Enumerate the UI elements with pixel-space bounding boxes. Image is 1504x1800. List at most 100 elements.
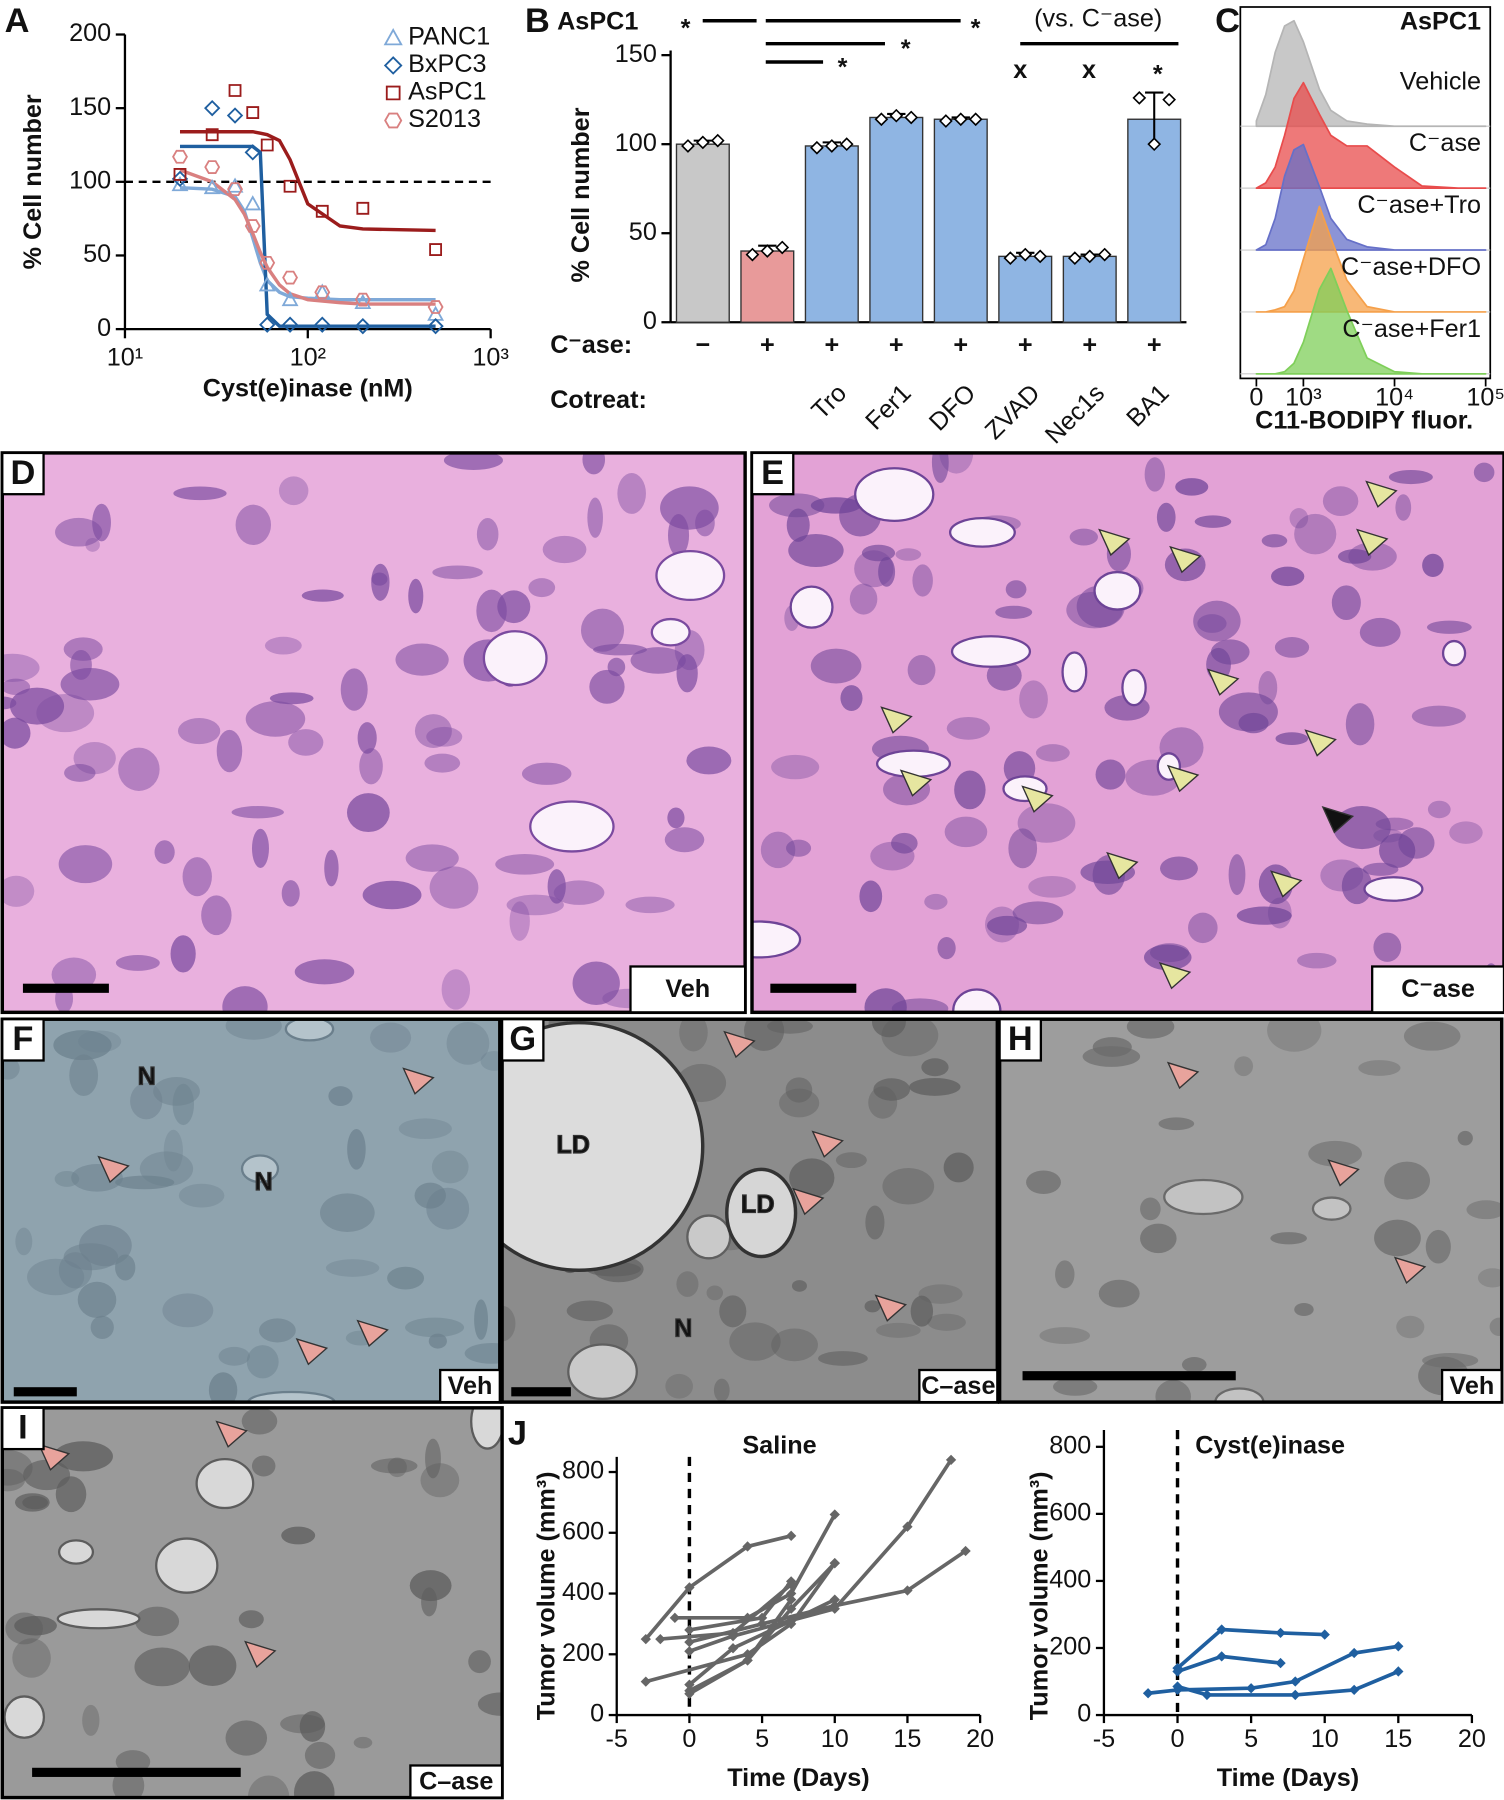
arrowhead xyxy=(97,1155,130,1184)
texture xyxy=(476,518,499,551)
data-point xyxy=(204,160,221,174)
panel-frame xyxy=(0,1406,504,1800)
texture xyxy=(1274,637,1310,658)
x-tick-label: -5 xyxy=(1093,1725,1115,1753)
texture xyxy=(1489,1317,1502,1337)
data-point xyxy=(1275,1657,1286,1669)
data-point xyxy=(354,292,371,307)
data-point xyxy=(354,293,372,310)
texture xyxy=(1188,912,1218,944)
arrowhead xyxy=(1321,806,1355,834)
texture xyxy=(163,1129,183,1172)
fit-curve xyxy=(179,144,436,328)
line xyxy=(688,1597,836,1687)
data-point xyxy=(244,219,261,233)
structure-label: N xyxy=(138,1062,156,1090)
texture xyxy=(1095,759,1126,790)
data-point xyxy=(839,137,854,152)
texture xyxy=(1163,1178,1244,1216)
texture xyxy=(370,1022,412,1053)
fit-curve xyxy=(179,168,436,306)
cotreat-label: Nec1s xyxy=(1040,379,1110,449)
letter-box xyxy=(1,1018,45,1062)
texture xyxy=(529,800,615,853)
panel-letter: H xyxy=(1008,1020,1033,1058)
line xyxy=(1176,1654,1281,1674)
data-point xyxy=(640,1633,651,1645)
texture xyxy=(77,1281,117,1318)
texture xyxy=(371,563,390,601)
texture xyxy=(201,895,232,936)
data-point xyxy=(427,300,444,314)
texture xyxy=(1267,897,1292,929)
texture xyxy=(216,729,243,773)
y-tick-label: 150 xyxy=(615,40,657,68)
texture xyxy=(1008,828,1038,869)
texture xyxy=(751,920,802,959)
condition-tag: Veh xyxy=(665,975,710,1003)
texture xyxy=(247,1775,290,1798)
texture xyxy=(1398,827,1435,859)
panel-letter: D xyxy=(11,454,36,492)
y-tick-label: 800 xyxy=(562,1457,604,1485)
x-tick-label: 10⁵ xyxy=(1466,384,1504,412)
texture xyxy=(528,578,556,598)
data-point xyxy=(786,1530,797,1541)
data-point xyxy=(1275,1627,1286,1639)
texture xyxy=(2,875,35,907)
texture xyxy=(1271,566,1305,587)
data-point xyxy=(829,1594,840,1605)
data-point xyxy=(1319,1629,1330,1640)
texture xyxy=(1039,1327,1090,1345)
texture xyxy=(587,497,603,538)
texture xyxy=(468,1650,491,1674)
texture xyxy=(251,1455,276,1477)
texture xyxy=(859,880,883,913)
scale-bar xyxy=(770,983,857,993)
texture xyxy=(667,514,690,557)
texture xyxy=(1236,906,1292,925)
arrowhead xyxy=(1158,961,1192,990)
texture xyxy=(719,1295,747,1328)
texture xyxy=(984,906,1020,943)
panel-frame xyxy=(500,1017,1000,1404)
data-point xyxy=(1033,249,1048,264)
y-axis-label: % Cell number xyxy=(19,94,47,269)
data-point xyxy=(760,244,775,258)
texture xyxy=(1411,705,1466,727)
data-point xyxy=(684,1624,695,1636)
series-label: C⁻ase+Fer1 xyxy=(1342,315,1481,343)
texture xyxy=(695,509,715,537)
micrograph xyxy=(2,452,746,1013)
texture xyxy=(921,1058,949,1077)
fit-curve xyxy=(179,130,436,233)
texture xyxy=(1270,1232,1307,1245)
texture xyxy=(264,636,302,655)
texture xyxy=(1311,1196,1352,1221)
texture xyxy=(944,816,988,848)
texture xyxy=(686,746,732,775)
texture xyxy=(1121,668,1147,707)
texture xyxy=(27,1258,85,1296)
data-point xyxy=(282,270,299,285)
x-tick-label: 10 xyxy=(1311,1725,1339,1753)
texture xyxy=(208,1372,238,1403)
condition-tag: C⁻ase xyxy=(1401,975,1475,1003)
y-tick-label: 400 xyxy=(1049,1566,1091,1594)
scale-bar xyxy=(22,983,109,993)
bar xyxy=(933,118,988,323)
data-point xyxy=(171,175,189,192)
texture xyxy=(950,635,1032,668)
texture xyxy=(1055,1260,1075,1289)
data-point xyxy=(829,1558,840,1569)
texture xyxy=(1155,1379,1191,1403)
annotation: * xyxy=(1153,60,1163,88)
line xyxy=(645,1562,837,1684)
texture xyxy=(241,1407,278,1435)
panel-frame xyxy=(0,451,747,1015)
texture xyxy=(432,565,483,580)
category-label: + xyxy=(1082,331,1097,359)
texture xyxy=(188,1645,237,1686)
